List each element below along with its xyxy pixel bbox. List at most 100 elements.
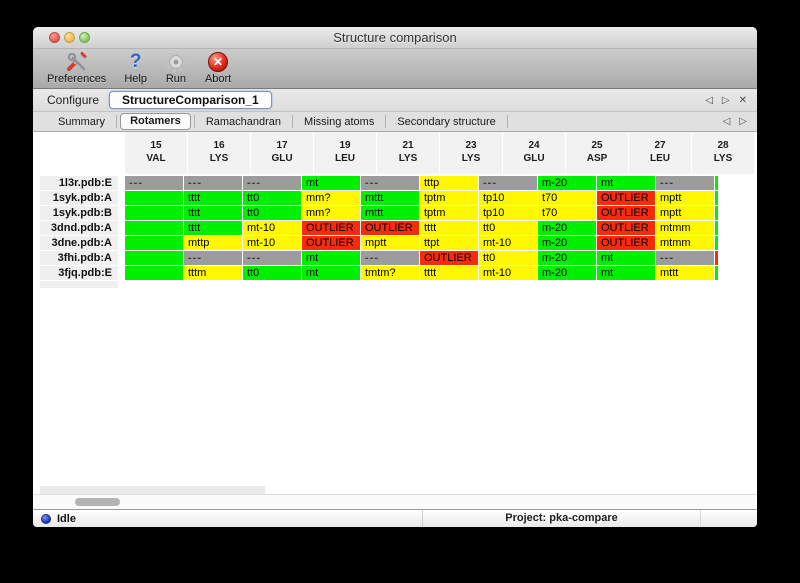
- column-header[interactable]: 23 LYS: [440, 132, 502, 174]
- tab-ramachandran[interactable]: Ramachandran: [205, 115, 282, 128]
- rotamer-cell[interactable]: m-20: [538, 251, 596, 265]
- rotamer-cell[interactable]: tp10: [479, 206, 537, 220]
- rotamer-cell[interactable]: mm?: [302, 206, 360, 220]
- rotamer-cell[interactable]: tttt: [184, 206, 242, 220]
- rotamer-cell[interactable]: tttm: [184, 266, 242, 280]
- rotamer-cell[interactable]: [125, 266, 183, 280]
- rotamer-cell[interactable]: t70: [538, 206, 596, 220]
- column-header[interactable]: 19 LEU: [314, 132, 376, 174]
- config-close-icon[interactable]: ✕: [738, 94, 747, 106]
- row-label[interactable]: 3fjq.pdb:E: [40, 266, 118, 280]
- rotamer-cell[interactable]: [125, 221, 183, 235]
- rotamer-cell[interactable]: tptm: [420, 191, 478, 205]
- preferences-button[interactable]: Preferences: [43, 50, 110, 86]
- rotamer-cell[interactable]: mt-10: [243, 221, 301, 235]
- rotamer-cell[interactable]: m-20: [538, 176, 596, 190]
- tab-secondary-structure[interactable]: Secondary structure: [397, 115, 496, 128]
- tab-missing-atoms[interactable]: Missing atoms: [304, 115, 375, 128]
- rotamer-cell[interactable]: ---: [243, 251, 301, 265]
- rotamer-cell[interactable]: tt0: [243, 266, 301, 280]
- row-label[interactable]: 3fhi.pdb:A: [40, 251, 118, 265]
- rotamer-cell[interactable]: [125, 206, 183, 220]
- rotamer-cell[interactable]: mt-10: [479, 266, 537, 280]
- config-next-icon[interactable]: ▷: [721, 94, 730, 106]
- rotamer-cell[interactable]: m-20: [538, 266, 596, 280]
- rotamer-cell[interactable]: tt0: [479, 221, 537, 235]
- rotamer-cell[interactable]: mt-10: [243, 236, 301, 250]
- zoom-window-icon[interactable]: [79, 32, 90, 43]
- rotamer-cell[interactable]: tttp: [420, 176, 478, 190]
- tabs-prev-icon[interactable]: ◁: [722, 116, 731, 127]
- rotamer-cell[interactable]: ---: [479, 176, 537, 190]
- rotamer-cell[interactable]: mttt: [361, 191, 419, 205]
- close-window-icon[interactable]: [49, 32, 60, 43]
- rotamer-cell[interactable]: mptt: [361, 236, 419, 250]
- rotamer-cell[interactable]: tptm: [420, 206, 478, 220]
- rotamer-cell[interactable]: mtmm: [656, 221, 714, 235]
- column-header[interactable]: 16 LYS: [188, 132, 250, 174]
- rotamer-cell[interactable]: ---: [184, 176, 242, 190]
- title-bar[interactable]: Structure comparison: [33, 27, 757, 49]
- abort-button[interactable]: ✕ Abort: [201, 50, 235, 86]
- column-header[interactable]: 28 LYS: [692, 132, 754, 174]
- rotamer-cell[interactable]: OUTLIER: [597, 191, 655, 205]
- rotamer-cell[interactable]: ttpt: [420, 236, 478, 250]
- rotamer-cell[interactable]: mttp: [184, 236, 242, 250]
- run-button[interactable]: Run: [161, 50, 191, 86]
- scrollbar-thumb[interactable]: [75, 498, 120, 506]
- help-button[interactable]: ? Help: [120, 50, 151, 86]
- rotamer-cell[interactable]: mt: [302, 251, 360, 265]
- rotamer-cell[interactable]: mttt: [656, 266, 714, 280]
- rotamer-cell[interactable]: tttt: [420, 221, 478, 235]
- rotamer-cell[interactable]: mt: [597, 251, 655, 265]
- column-header[interactable]: 25 ASP: [566, 132, 628, 174]
- tab-rotamers[interactable]: Rotamers: [120, 113, 191, 130]
- rotamer-cell[interactable]: mt: [302, 176, 360, 190]
- rotamer-cell[interactable]: mttt: [361, 206, 419, 220]
- row-label[interactable]: 3dnd.pdb:A: [40, 221, 118, 235]
- column-header[interactable]: 17 GLU: [251, 132, 313, 174]
- rotamer-cell[interactable]: [125, 251, 183, 265]
- column-header[interactable]: 21 LYS: [377, 132, 439, 174]
- rotamer-cell[interactable]: OUTLIER: [597, 221, 655, 235]
- tab-summary[interactable]: Summary: [58, 115, 106, 128]
- rotamer-cell[interactable]: mptt: [656, 191, 714, 205]
- rotamer-cell[interactable]: tmtm?: [361, 266, 419, 280]
- rotamer-cell[interactable]: mt-10: [479, 236, 537, 250]
- rotamer-cell[interactable]: mt: [302, 266, 360, 280]
- rotamer-cell[interactable]: OUTLIER: [597, 236, 655, 250]
- rotamer-cell[interactable]: mptt: [656, 206, 714, 220]
- rotamer-cell[interactable]: m-20: [538, 221, 596, 235]
- rotamer-cell[interactable]: ---: [361, 251, 419, 265]
- column-header[interactable]: 24 GLU: [503, 132, 565, 174]
- rotamer-cell[interactable]: tt0: [243, 191, 301, 205]
- rotamer-cell[interactable]: [125, 236, 183, 250]
- rotamer-cell[interactable]: tp10: [479, 191, 537, 205]
- horizontal-scrollbar[interactable]: [33, 494, 757, 509]
- rotamer-cell[interactable]: ---: [184, 251, 242, 265]
- rotamer-cell[interactable]: mt: [597, 176, 655, 190]
- rotamer-cell[interactable]: tttt: [184, 191, 242, 205]
- config-prev-icon[interactable]: ◁: [705, 94, 713, 106]
- rotamer-cell[interactable]: mm?: [302, 191, 360, 205]
- column-header[interactable]: 15 VAL: [125, 132, 187, 174]
- rotamer-cell[interactable]: ---: [125, 176, 183, 190]
- rotamer-cell[interactable]: OUTLIER: [302, 236, 360, 250]
- rotamer-cell[interactable]: ---: [656, 176, 714, 190]
- rotamer-cell[interactable]: m-20: [538, 236, 596, 250]
- minimize-window-icon[interactable]: [64, 32, 75, 43]
- rotamer-cell[interactable]: OUTLIER: [420, 251, 478, 265]
- rotamer-cell[interactable]: tttt: [184, 221, 242, 235]
- rotamer-cell[interactable]: OUTLIER: [597, 206, 655, 220]
- row-label[interactable]: 3dne.pdb:A: [40, 236, 118, 250]
- rotamer-cell[interactable]: ---: [361, 176, 419, 190]
- rotamer-cell[interactable]: OUTLIER: [302, 221, 360, 235]
- configuration-tab[interactable]: StructureComparison_1: [109, 91, 272, 109]
- rotamer-cell[interactable]: mt: [597, 266, 655, 280]
- rotamer-cell[interactable]: tttt: [420, 266, 478, 280]
- tabs-next-icon[interactable]: ▷: [739, 116, 747, 127]
- rotamer-cell[interactable]: ---: [656, 251, 714, 265]
- rotamer-cell[interactable]: mtmm: [656, 236, 714, 250]
- column-header[interactable]: 27 LEU: [629, 132, 691, 174]
- row-label[interactable]: 1syk.pdb:A: [40, 191, 118, 205]
